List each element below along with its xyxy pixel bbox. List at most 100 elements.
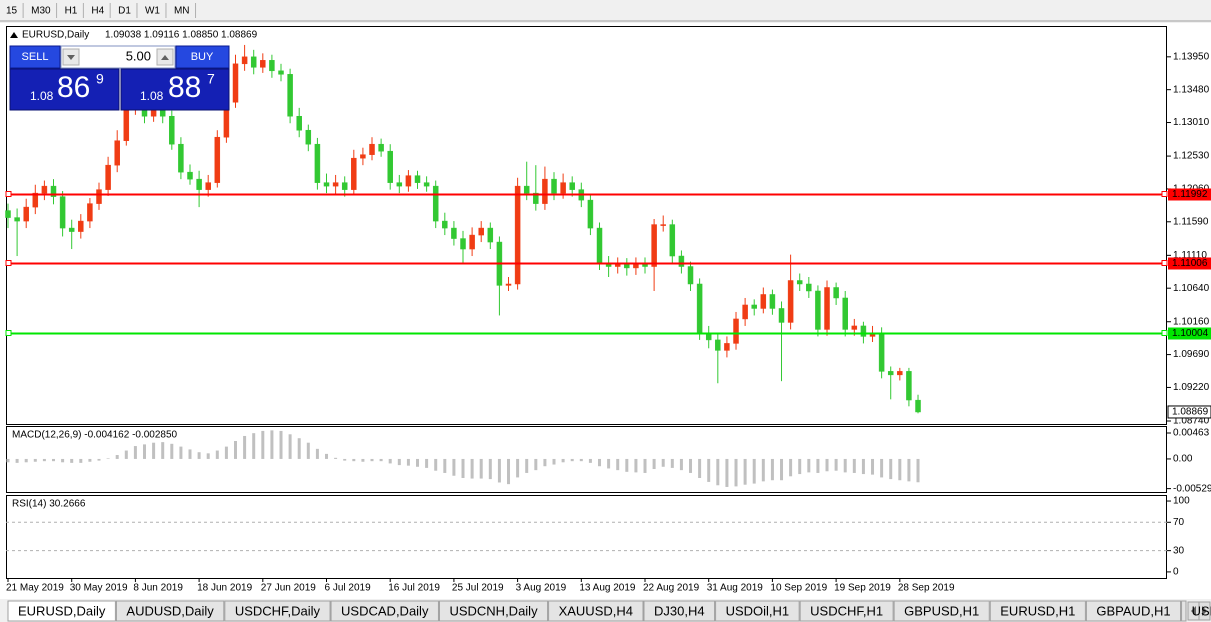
sell-button[interactable] — [9, 45, 61, 69]
chart-tab-label[interactable]: XAUUSD,H4 — [559, 603, 633, 618]
macd-bar — [507, 458, 511, 485]
level-label-box — [1168, 257, 1211, 270]
candle-body — [760, 294, 767, 309]
x-tick-label: 27 Jun 2019 — [261, 583, 316, 594]
y-tick-label: 1.13950 — [1173, 51, 1210, 62]
macd-title: MACD(12,26,9) -0.004162 -0.002850 — [12, 430, 178, 441]
buy-label: BUY — [191, 51, 214, 63]
chart-tab-label[interactable]: USDCHF,Daily — [235, 603, 321, 618]
candle-body — [842, 297, 848, 330]
macd-bar — [325, 453, 329, 459]
chart-tab-label[interactable]: EURUSD,H1 — [1000, 603, 1075, 618]
chart-tab-label[interactable]: GBPAUD,H1 — [1096, 603, 1170, 618]
x-tick-label: 19 Sep 2019 — [834, 583, 891, 594]
candle-body — [387, 150, 393, 183]
bid-box[interactable] — [9, 68, 120, 111]
chart-tab-label[interactable]: USDOil,H1 — [726, 603, 790, 618]
timeframe-button[interactable]: M30 — [31, 6, 51, 17]
timeframe-button[interactable]: MN — [174, 6, 190, 17]
macd-bar — [761, 458, 765, 482]
chart-tab[interactable] — [548, 600, 644, 622]
macd-bar — [88, 458, 92, 462]
level-handle — [5, 260, 12, 266]
timeframe-button[interactable]: 15 — [6, 6, 18, 17]
price-frame — [6, 26, 1167, 425]
chart-tab[interactable] — [643, 600, 716, 622]
chart-quote: 1.09038 1.09116 1.08850 1.08869 — [105, 30, 258, 41]
candle-body — [214, 136, 221, 183]
timeframe-button[interactable]: D1 — [118, 6, 131, 17]
chart-tab-label[interactable]: USDJP — [1192, 603, 1211, 618]
chart-tab[interactable] — [330, 600, 439, 622]
chart-tab-label[interactable]: EURUSD,Daily — [18, 603, 106, 618]
macd-bar — [106, 458, 110, 459]
macd-bar — [115, 455, 119, 459]
chart-tab[interactable] — [715, 600, 800, 622]
candle-body — [260, 60, 266, 68]
buy-button[interactable] — [175, 45, 230, 69]
macd-bar — [79, 458, 83, 463]
y-tick-label: 1.09220 — [1173, 382, 1210, 393]
chart-tab-label[interactable]: GBPUSD,H1 — [904, 603, 979, 618]
candle-body — [278, 70, 284, 75]
macd-bar — [124, 450, 128, 459]
macd-bar — [70, 458, 74, 463]
lot-input[interactable] — [60, 45, 176, 69]
macd-bar — [179, 446, 183, 459]
macd-bar — [388, 458, 392, 464]
chart-tab[interactable] — [115, 600, 225, 622]
macd-bar — [534, 458, 538, 471]
candle-body — [305, 129, 312, 145]
timeframe-button[interactable]: H4 — [91, 6, 104, 17]
sell-label: SELL — [22, 51, 49, 63]
chart-tab-label[interactable]: DJ30,H4 — [654, 603, 705, 618]
chart-tab[interactable] — [1085, 600, 1182, 622]
candle-body — [860, 325, 867, 337]
x-tick-label: 28 Sep 2019 — [898, 583, 955, 594]
candle-body — [78, 220, 84, 232]
macd-bar — [625, 458, 629, 472]
candle-body — [505, 283, 512, 286]
candle-body — [533, 192, 539, 204]
y-tick-label: 1.13480 — [1173, 84, 1210, 95]
candle-body — [169, 115, 175, 145]
chart-tab-label[interactable]: USDCAD,Daily — [341, 603, 429, 618]
candle-body — [378, 143, 384, 152]
macd-bar — [352, 458, 356, 462]
candle-body — [560, 182, 566, 194]
collapse-icon[interactable] — [10, 32, 18, 38]
macd-frame — [6, 426, 1167, 493]
candle-body — [241, 56, 248, 65]
macd-bar — [252, 433, 256, 459]
ask-box[interactable] — [120, 68, 230, 111]
chart-tab[interactable] — [7, 600, 116, 622]
timeframe-button[interactable]: W1 — [145, 6, 160, 17]
candle-body — [341, 182, 348, 190]
candle-body — [915, 399, 921, 413]
macd-bar — [634, 458, 638, 473]
candle-body — [205, 182, 211, 190]
candle-body — [32, 192, 39, 208]
candle-body — [423, 182, 430, 187]
chart-tab[interactable] — [989, 600, 1086, 622]
chart-tab-label[interactable]: AUDUSD,Daily — [126, 603, 214, 618]
macd-bar — [315, 448, 319, 459]
candle-body — [178, 143, 184, 173]
candle-body — [897, 371, 903, 376]
chart-tab-label[interactable]: USDCNH,Daily — [449, 603, 538, 618]
candle-body — [678, 255, 685, 267]
macd-bar — [133, 446, 137, 459]
ask-pips: 88 — [168, 71, 201, 104]
chart-tab[interactable] — [438, 600, 549, 622]
chart-tab[interactable] — [1181, 600, 1187, 622]
macd-bar — [188, 449, 192, 459]
chart-tab[interactable] — [224, 600, 331, 622]
candle-body — [778, 308, 785, 323]
timeframe-button[interactable]: H1 — [65, 6, 78, 17]
chart-tab-label[interactable]: USDCHF,H1 — [810, 603, 883, 618]
chart-tab[interactable] — [799, 600, 894, 622]
chart-tab[interactable] — [893, 600, 990, 622]
x-tick-label: 22 Aug 2019 — [643, 583, 700, 594]
ask-big: 1.08 — [140, 89, 164, 103]
candle-body — [296, 115, 302, 131]
